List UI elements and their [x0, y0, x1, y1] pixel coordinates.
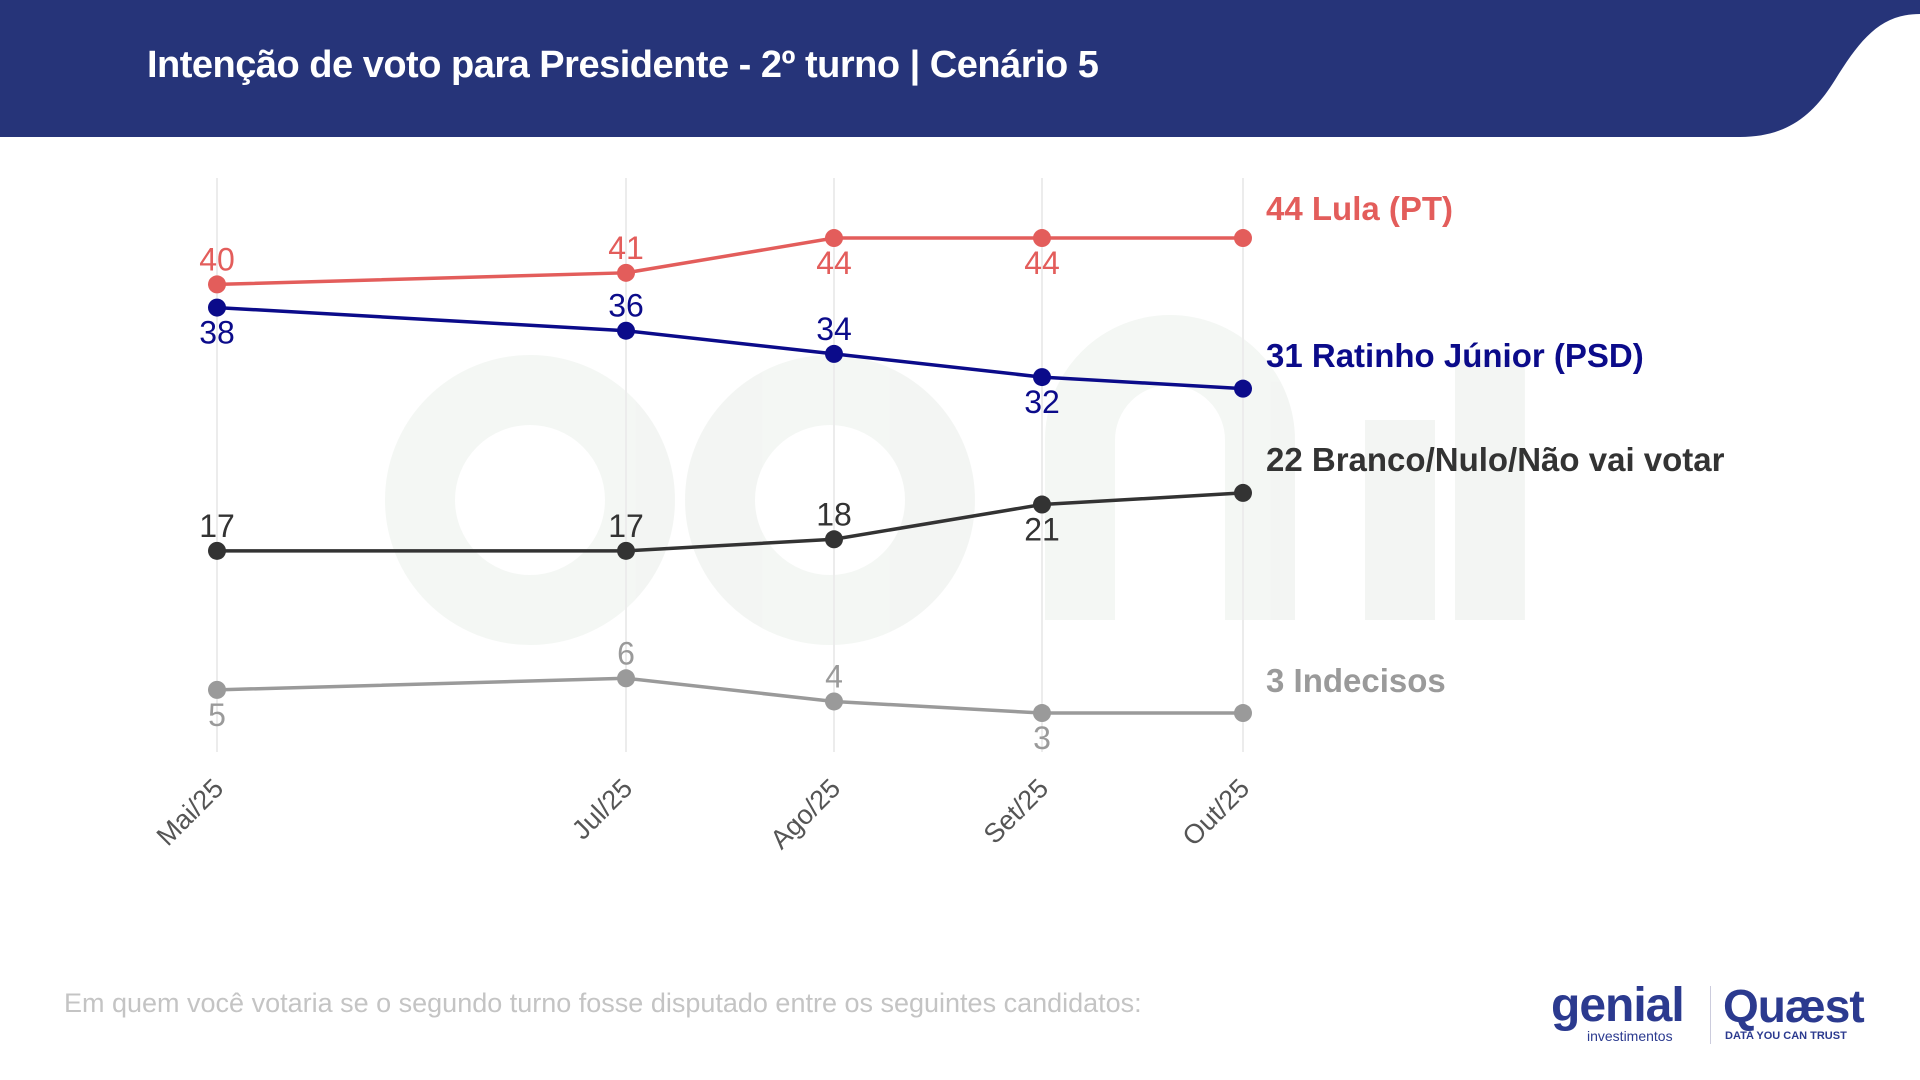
data-point: [825, 229, 843, 248]
logo-divider: [1710, 986, 1711, 1044]
series-indecisos: 5 6 4 3 3 Indecisos: [208, 635, 1446, 756]
data-label: 32: [1024, 384, 1060, 420]
x-tick-label: Ago/25: [765, 773, 847, 855]
page-title: Intenção de voto para Presidente - 2º tu…: [147, 44, 1099, 86]
header-banner: [0, 0, 1920, 137]
data-point: [1033, 229, 1051, 248]
data-label: 18: [816, 496, 852, 532]
data-point: [1234, 229, 1252, 248]
data-point: [617, 321, 635, 340]
series-legend-label: 44 Lula (PT): [1266, 190, 1453, 227]
data-point: [208, 541, 226, 560]
data-point: [825, 692, 843, 711]
x-tick-label: Jul/25: [566, 773, 638, 845]
data-label: 36: [608, 288, 644, 324]
watermark-shape: [385, 355, 675, 645]
watermark-shape: [1045, 315, 1295, 620]
data-point: [208, 680, 226, 699]
data-label: 4: [825, 658, 843, 694]
series-legend-label: 22 Branco/Nulo/Não vai votar: [1266, 441, 1725, 478]
series-legend-label: 3 Indecisos: [1266, 662, 1446, 699]
data-label: 38: [199, 315, 235, 351]
data-label: 3: [1033, 720, 1051, 756]
data-point: [825, 530, 843, 549]
data-label: 17: [608, 508, 644, 544]
genial-logo: genial: [1551, 979, 1685, 1032]
data-point: [1234, 483, 1252, 502]
data-label: 5: [208, 697, 226, 733]
x-tick-label: Out/25: [1177, 773, 1256, 852]
data-point: [1033, 368, 1051, 387]
series-branco-nulo-n-o-vai-votar: 17 17 18 21 22 Branco/Nulo/Não vai votar: [199, 441, 1725, 560]
x-tick-label: Mai/25: [151, 773, 230, 852]
survey-question: Em quem você votaria se o segundo turno …: [64, 988, 1142, 1018]
watermark: [385, 315, 1525, 645]
data-point: [1033, 495, 1051, 514]
data-label: 40: [199, 241, 235, 277]
quaest-logo-tagline: DATA YOU CAN TRUST: [1725, 1030, 1847, 1042]
series-lula-pt-: 40 41 44 44 44 Lula (PT): [199, 190, 1453, 294]
data-label: 44: [1024, 245, 1060, 281]
data-point: [1234, 704, 1252, 723]
data-point: [825, 344, 843, 363]
quaest-logo: Quæst: [1723, 980, 1865, 1032]
series-line: [216, 676, 1243, 715]
data-point: [617, 669, 635, 688]
data-label: 21: [1024, 512, 1060, 548]
watermark-shape: [685, 355, 975, 645]
data-point: [1033, 704, 1051, 723]
data-label: 6: [617, 635, 635, 671]
data-label: 44: [816, 245, 852, 281]
data-point: [617, 263, 635, 282]
data-point: [208, 298, 226, 317]
series-line: [216, 236, 1243, 287]
series-ratinho-j-nior-psd-: 38 36 34 32 31 Ratinho Júnior (PSD): [199, 288, 1644, 420]
brand-logos: genial investimentos Quæst DATA YOU CAN …: [1545, 982, 1885, 1052]
x-tick-label: Set/25: [978, 773, 1054, 849]
data-point: [617, 541, 635, 560]
data-label: 34: [816, 311, 852, 347]
series-legend-label: 31 Ratinho Júnior (PSD): [1266, 337, 1644, 374]
data-label: 41: [608, 230, 644, 266]
data-point: [1234, 379, 1252, 398]
data-label: 17: [199, 508, 235, 544]
data-point: [208, 275, 226, 294]
genial-logo-subtitle: investimentos: [1587, 1028, 1673, 1044]
